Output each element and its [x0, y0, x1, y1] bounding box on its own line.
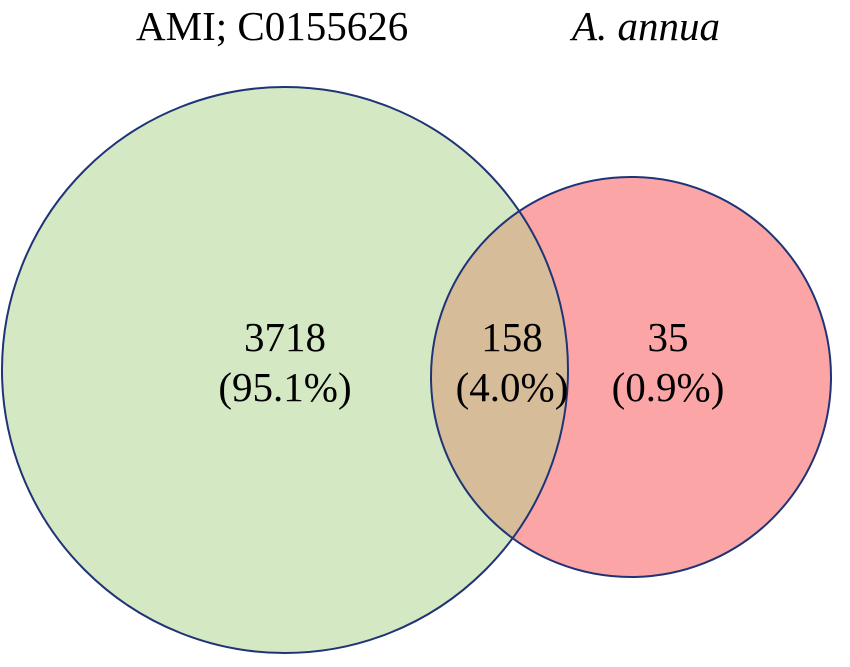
overlap-region: [431, 177, 568, 577]
region-percent: (95.1%): [218, 364, 352, 410]
set-outline-annua: [430, 176, 832, 578]
region-label-ami-only: 3718 (95.1%): [205, 312, 365, 412]
region-count: 3718: [244, 314, 326, 360]
region-count: 158: [481, 314, 543, 360]
region-label-annua-only: 35 (0.9%): [598, 312, 738, 412]
set-title-ami: AMI; C0155626: [136, 3, 409, 49]
region-count: 35: [647, 314, 689, 360]
region-percent: (0.9%): [611, 364, 725, 410]
region-label-both: 158 (4.0%): [437, 312, 587, 412]
set-circle-ami: [2, 87, 568, 653]
set-outline-ami: [1, 86, 569, 654]
set-title-annua: A. annua: [572, 3, 721, 49]
region-percent: (4.0%): [455, 364, 569, 410]
